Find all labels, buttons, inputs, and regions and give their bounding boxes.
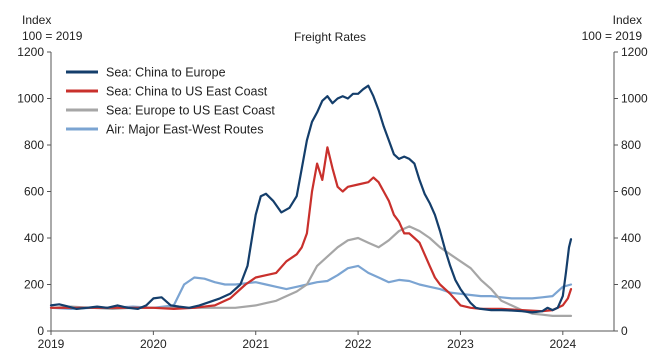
tick-labels: 0 0 200 200 400 400 600 600 800 800 1000 1000 1200 12…	[17, 45, 648, 351]
legend-label-2: Sea: Europe to US East Coast	[106, 104, 275, 118]
x-tick-label: 2021	[242, 337, 269, 351]
x-tick-label: 2019	[38, 337, 65, 351]
y-axis-left-label-line2: 100 = 2019	[22, 29, 83, 43]
y-tick-label-left: 600	[24, 185, 44, 199]
legend-label-3: Air: Major East-West Routes	[106, 123, 263, 137]
y-tick-label-right: 0	[621, 324, 628, 338]
y-tick-label-left: 0	[37, 324, 44, 338]
series-line-1	[49, 146, 573, 313]
series-line-0	[49, 84, 573, 314]
series-line-2	[49, 225, 573, 317]
y-tick-label-left: 200	[24, 278, 44, 292]
y-tick-label-right: 600	[621, 185, 641, 199]
y-tick-label-right: 200	[621, 278, 641, 292]
legend-label-1: Sea: China to US East Coast	[106, 85, 268, 99]
series-lines	[49, 84, 573, 317]
x-tick-label: 2022	[345, 337, 372, 351]
y-tick-label-right: 400	[621, 231, 641, 245]
axes	[47, 51, 618, 335]
series-line-3	[49, 264, 573, 310]
chart-title: Freight Rates	[294, 30, 366, 44]
y-axis-right-label-line2: 100 = 2019	[582, 29, 643, 43]
legend-label-0: Sea: China to Europe	[106, 66, 226, 80]
legend: Sea: China to Europe Sea: China to US Eas…	[66, 66, 275, 137]
y-tick-label-right: 800	[621, 138, 641, 152]
y-tick-label-right: 1000	[621, 92, 648, 106]
y-tick-label-right: 1200	[621, 45, 648, 59]
y-axis-right-label-line1: Index	[613, 13, 642, 27]
y-tick-label-left: 400	[24, 231, 44, 245]
x-tick-label: 2024	[549, 337, 576, 351]
y-tick-label-left: 1000	[17, 92, 44, 106]
x-tick-label: 2023	[447, 337, 474, 351]
x-tick-label: 2020	[140, 337, 167, 351]
y-axis-left-label-line1: Index	[22, 13, 51, 27]
y-tick-label-left: 800	[24, 138, 44, 152]
y-tick-label-left: 1200	[17, 45, 44, 59]
